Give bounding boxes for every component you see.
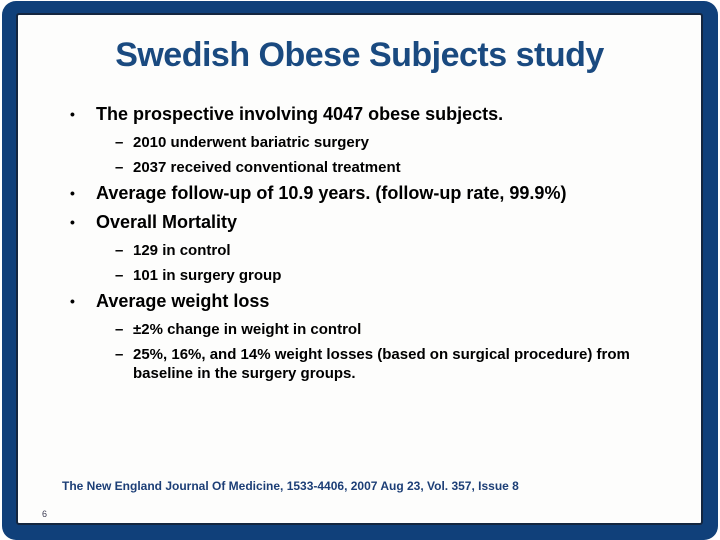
bullet-item: • The prospective involving 4047 obese s… [18, 104, 701, 125]
sub-bullet-item: – 129 in control [18, 241, 701, 260]
bullet-text: Average follow-up of 10.9 years. (follow… [96, 183, 567, 203]
bullet-dash-marker: – [115, 242, 124, 259]
bullet-item: • Average weight loss [18, 291, 701, 312]
sub-bullet-text: ±2% change in weight in control [133, 321, 362, 338]
sub-bullet-item: – 2037 received conventional treatment [18, 158, 701, 177]
bullet-dash-marker: – [115, 159, 124, 176]
bullet-dash-marker: – [115, 267, 124, 284]
sub-bullet-item: – ±2% change in weight in control [18, 320, 701, 339]
bullet-text: Average weight loss [96, 291, 270, 311]
slide-title: Swedish Obese Subjects study [115, 36, 604, 74]
sub-bullet-text: 2037 received conventional treatment [133, 159, 401, 176]
sub-bullet-text: 101 in surgery group [133, 267, 282, 284]
sub-bullet-text: 25%, 16%, and 14% weight losses (based o… [133, 346, 630, 382]
bullet-item: • Average follow-up of 10.9 years. (foll… [18, 183, 701, 204]
sub-bullet-text: 129 in control [133, 242, 231, 259]
sub-bullet-item: – 101 in surgery group [18, 266, 701, 285]
sub-bullet-text: 2010 underwent bariatric surgery [133, 134, 369, 151]
sub-bullet-item: – 2010 underwent bariatric surgery [18, 133, 701, 152]
page-number: 6 [42, 509, 48, 519]
bullet-dash-marker: – [115, 321, 124, 338]
bullet-text: The prospective involving 4047 obese sub… [96, 104, 504, 124]
bullet-dot-marker: • [70, 214, 75, 230]
bullet-item: • Overall Mortality [18, 212, 701, 233]
slide-canvas: Swedish Obese Subjects study • The prosp… [16, 13, 703, 525]
bullet-dot-marker: • [70, 293, 75, 309]
bullet-dash-marker: – [115, 346, 124, 363]
bullet-text: Overall Mortality [96, 212, 238, 232]
sub-bullet-item: – 25%, 16%, and 14% weight losses (based… [18, 345, 701, 383]
bullet-dot-marker: • [70, 185, 75, 201]
bullet-list: • The prospective involving 4047 obese s… [18, 104, 701, 383]
bullet-dot-marker: • [70, 106, 75, 122]
bullet-dash-marker: – [115, 134, 124, 151]
citation-text: The New England Journal Of Medicine, 153… [62, 479, 519, 493]
